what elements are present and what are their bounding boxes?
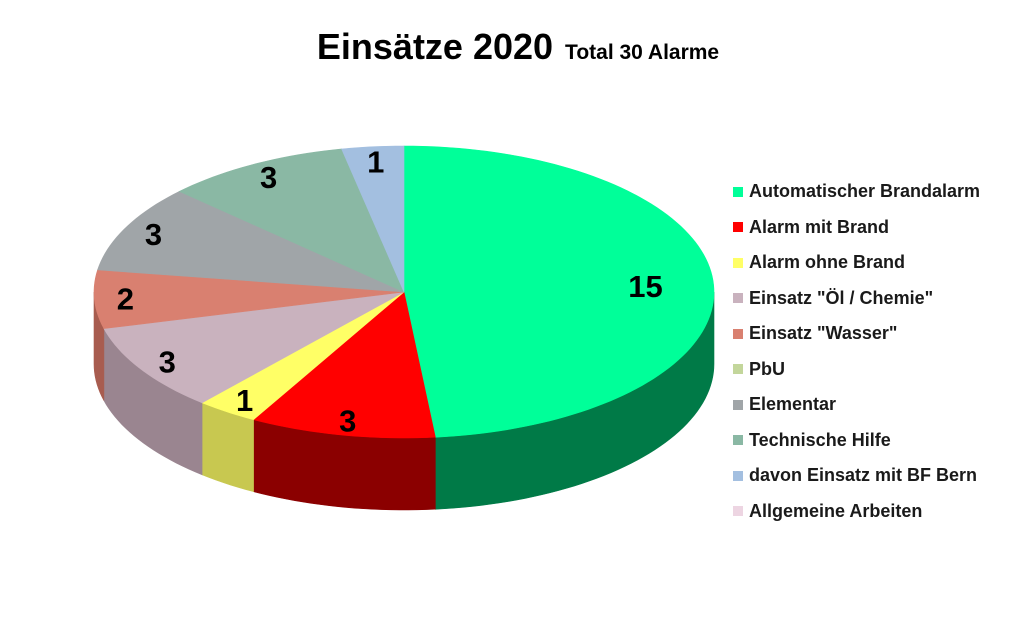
slice-value-label-automatischer-brandalarm: 15 — [628, 269, 662, 304]
legend-item-alarm-mit-brand: Alarm mit Brand — [733, 210, 980, 246]
pie-slice-einsatz-wasser — [93, 269, 405, 329]
legend-label: davon Einsatz mit BF Bern — [749, 465, 978, 486]
slice-value-label-davon-einsatz-mit-bf-bern: 1 — [367, 144, 384, 179]
chart-title-main: Einsätze 2020 — [316, 26, 554, 67]
pie-slice-alarm-mit-brand — [252, 291, 436, 439]
legend-swatch — [733, 293, 743, 304]
legend: Automatischer Brandalarm Alarm mit Brand A… — [733, 174, 980, 529]
legend-swatch — [733, 186, 743, 197]
pie-slice-automatischer-brandalarm — [403, 145, 715, 438]
legend-item-technische-hilfe: Technische Hilfe — [733, 423, 980, 459]
slice-value-label-einsatz-wasser: 2 — [117, 282, 134, 317]
pie-slice-technische-hilfe — [178, 148, 405, 293]
legend-label: Technische Hilfe — [749, 429, 891, 450]
legend-label: Alarm ohne Brand — [749, 252, 906, 273]
legend-swatch — [733, 328, 743, 339]
legend-item-elementar: Elementar — [733, 387, 980, 423]
slice-value-label-alarm-mit-brand: 3 — [339, 404, 356, 439]
legend-swatch — [733, 435, 743, 446]
legend-item-einsatz-l-chemie: Einsatz "Öl / Chemie" — [733, 281, 980, 317]
legend-swatch — [733, 222, 743, 233]
pie-tops — [93, 145, 715, 439]
legend-item-einsatz-wasser: Einsatz "Wasser" — [733, 316, 980, 352]
legend-label: Automatischer Brandalarm — [749, 181, 981, 202]
legend-item-pbu: PbU — [733, 352, 980, 388]
slice-value-label-einsatz-l-chemie: 3 — [159, 345, 176, 380]
legend-label: PbU — [749, 358, 785, 379]
pie-slice-elementar — [97, 191, 405, 293]
legend-item-automatischer-brandalarm: Automatischer Brandalarm — [733, 174, 980, 210]
legend-item-alarm-ohne-brand: Alarm ohne Brand — [733, 245, 980, 281]
legend-swatch — [733, 364, 743, 375]
legend-swatch — [733, 399, 743, 410]
legend-label: Alarm mit Brand — [749, 216, 890, 237]
pie-sides — [93, 291, 715, 511]
pie-slice-alarm-ohne-brand — [201, 291, 405, 420]
legend-item-allgemeine-arbeiten: Allgemeine Arbeiten — [733, 494, 980, 530]
legend-swatch — [733, 257, 743, 268]
legend-swatch — [733, 506, 743, 517]
legend-label: Allgemeine Arbeiten — [749, 500, 923, 521]
chart-title: Einsätze 2020 Total 30 Alarme — [0, 26, 1036, 68]
legend-label: Elementar — [749, 394, 837, 415]
chart-subtitle: Total 30 Alarme — [565, 41, 720, 64]
legend-label: Einsatz "Öl / Chemie" — [749, 287, 934, 308]
legend-item-davon-einsatz-mit-bf-bern: davon Einsatz mit BF Bern — [733, 458, 980, 494]
legend-label: Einsatz "Wasser" — [749, 323, 898, 344]
legend-swatch — [733, 470, 743, 481]
slice-value-label-technische-hilfe: 3 — [260, 160, 277, 195]
slice-value-label-alarm-ohne-brand: 1 — [236, 383, 253, 418]
slice-value-label-elementar: 3 — [145, 217, 162, 252]
pie-slice-davon-einsatz-mit-bf-bern — [341, 145, 405, 293]
